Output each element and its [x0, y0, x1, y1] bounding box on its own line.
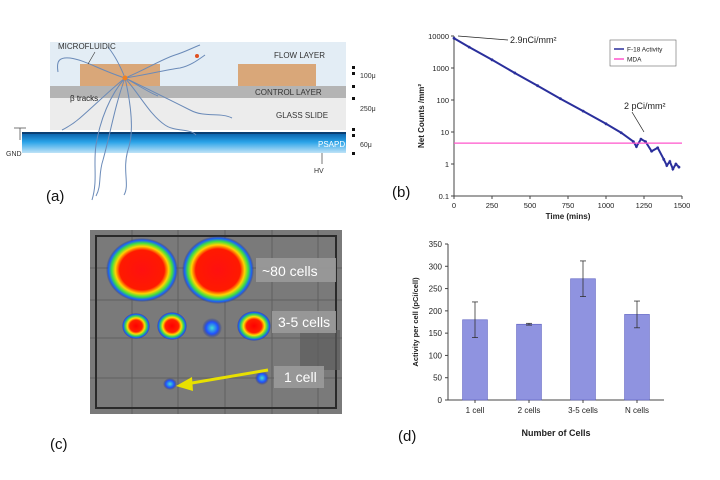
activity-blob-large-2	[182, 236, 254, 304]
panel-d-chart: 0 50 100 150 200 250 300 350 1 cell 2 cells 3-5 ce…	[411, 240, 664, 438]
chart-b-x-tick-label: 1500	[674, 201, 691, 210]
chart-b-legend-label: MDA	[627, 57, 642, 64]
activity-blob-small-4	[237, 311, 271, 341]
channel-block-left	[80, 64, 160, 86]
label-3-5-cells: 3-5 cells	[278, 314, 330, 330]
dim-100: 100μ	[360, 73, 376, 80]
chart-b-point	[536, 84, 539, 88]
dim-60: 60μ	[360, 142, 372, 149]
chart-b-point	[674, 162, 678, 166]
panel-a-schematic: MICROFLUIDIC FLOW LAYER CONTROL LAYER GL…	[6, 42, 376, 201]
chart-d-y-tick-label: 100	[429, 351, 443, 360]
chart-b-point	[635, 145, 638, 148]
chart-d-x-axis-title: Number of Cells	[521, 428, 590, 438]
chart-d-y-tick-label: 150	[429, 329, 443, 338]
activity-dot-2	[255, 371, 269, 385]
chart-b-y-tick-label: 1000	[432, 64, 449, 73]
beta-tracks	[57, 44, 233, 201]
chart-b-point	[671, 167, 675, 171]
chart-d-y-tick-label: 350	[429, 240, 443, 249]
chart-b-point	[604, 122, 608, 126]
panel-label-a: (a)	[46, 188, 65, 205]
label-glass-slide: GLASS SLIDE	[276, 111, 328, 120]
dim-250: 250μ	[360, 106, 376, 113]
chart-b-point	[581, 109, 585, 113]
chart-d-y-tick-label: 200	[429, 307, 443, 316]
chart-d-y-tick-label: 0	[438, 396, 443, 405]
chart-b-x-tick-label: 750	[562, 201, 575, 210]
chart-b-annotation-end: 2 pCi/mm²	[624, 101, 666, 111]
label-80-cells: ~80 cells	[262, 263, 318, 279]
chart-d-y-tick-label: 250	[429, 285, 443, 294]
chart-d-y-tick-label: 300	[429, 262, 443, 271]
chart-b-x-tick-label: 250	[486, 201, 499, 210]
chart-b-point	[650, 149, 653, 153]
chart-d-x-tick-label: N cells	[625, 406, 649, 415]
chart-b-annotation-start: 2.9nCi/mm²	[510, 35, 557, 45]
chart-b-point	[619, 131, 623, 135]
activity-blob-small-2	[157, 312, 187, 340]
chart-b-y-tick-label: 0.1	[439, 192, 449, 201]
chart-b-point	[639, 137, 643, 141]
label-control-layer: CONTROL LAYER	[255, 88, 322, 97]
chart-d-y-tick-label: 50	[433, 374, 442, 383]
chart-b-point	[656, 146, 660, 150]
activity-blob-large-1	[106, 238, 178, 302]
chart-d-x-tick-label: 2 cells	[518, 406, 541, 415]
chart-b-y-tick-label: 100	[436, 96, 449, 105]
panel-b-chart: 10000 1000 100 10 1 0.10 250 500 750 1000 1250 1500…	[417, 32, 690, 221]
chart-b-x-tick-label: 1000	[598, 201, 615, 210]
psapd-layer	[22, 133, 346, 153]
label-beta-tracks: β tracks	[70, 94, 98, 103]
dimension-markers	[352, 66, 355, 155]
chart-b-point	[559, 97, 562, 101]
chart-d-bar-4	[624, 314, 650, 401]
chart-b-point	[644, 140, 647, 144]
chart-b-y-tick-label: 10	[441, 128, 449, 137]
chart-b-legend-box	[609, 39, 677, 67]
chart-b-point	[513, 71, 517, 75]
arrow-head	[176, 377, 193, 391]
chart-b-x-tick-label: 500	[524, 201, 537, 210]
chart-b-point	[668, 160, 672, 163]
activity-blob-small-3	[202, 318, 222, 338]
activity-blob-small-1	[122, 313, 150, 339]
chart-d-bar-2	[516, 323, 542, 401]
glass-slide	[50, 98, 346, 130]
chart-b-x-tick-label: 0	[452, 201, 456, 210]
label-flow-layer: FLOW LAYER	[274, 51, 325, 60]
chart-b-point	[467, 45, 471, 49]
arrow-shaft	[185, 368, 269, 386]
label-microfluidic: MICROFLUIDIC	[58, 42, 116, 51]
label-hv: HV	[314, 168, 324, 175]
control-layer	[50, 86, 346, 98]
channel-block-right	[238, 64, 316, 86]
chart-b-point	[452, 36, 456, 40]
chart-b-point	[662, 157, 666, 161]
label-1-cell: 1 cell	[284, 369, 317, 385]
activity-dot-1	[163, 378, 177, 390]
chart-d-x-tick-label: 1 cell	[466, 406, 485, 415]
chart-b-y-tick-label: 1	[445, 160, 449, 169]
chart-b-x-axis-title: Time (mins)	[546, 212, 591, 221]
panel-c-image: ~80 cells 3-5 cells 1 cell	[90, 230, 342, 414]
panel-label-c: (c)	[50, 436, 68, 453]
chart-b-point	[677, 165, 681, 169]
chart-d-y-axis-title: Activity per cell (pCi/cell)	[411, 277, 420, 367]
label-gnd: GND	[6, 151, 22, 158]
chart-b-point	[665, 164, 669, 167]
chart-b-point	[631, 140, 635, 144]
chart-d-bar-3	[570, 278, 596, 401]
chart-b-y-tick-label: 10000	[428, 32, 449, 41]
panel-label-d: (d)	[398, 428, 417, 445]
label-psapd: PSAPD	[318, 140, 345, 149]
chart-b-point	[490, 58, 494, 62]
panel-label-b: (b)	[392, 184, 411, 201]
chart-d-x-tick-label: 3-5 cells	[568, 406, 598, 415]
chart-b-x-tick-label: 1250	[636, 201, 653, 210]
chart-b-legend-label: F-18 Activity	[627, 47, 663, 54]
chart-b-y-axis-title: Net Counts /mm²	[417, 84, 426, 148]
